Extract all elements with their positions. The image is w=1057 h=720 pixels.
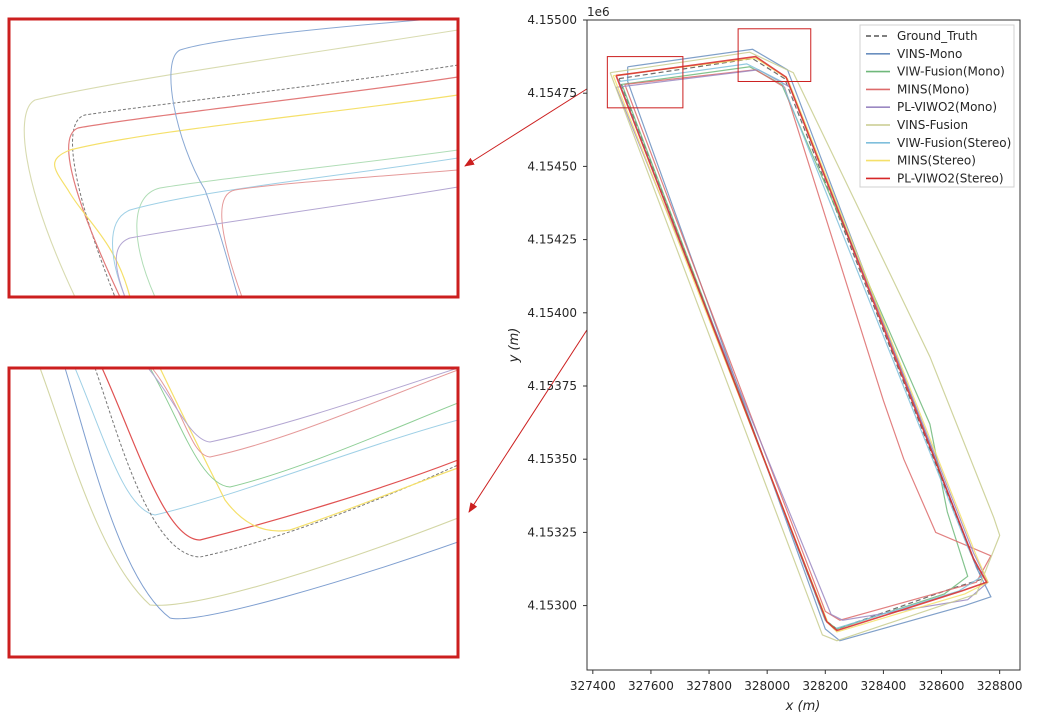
- legend-label-pl-viwo2-mono: PL-VIWO2(Mono): [897, 100, 997, 114]
- zoom-box-layer: [606, 28, 812, 109]
- y-tick-labels: 4.15300 4.15325 4.15350 4.15375 4.15400 4.154…: [527, 13, 587, 613]
- legend-label-ground-truth: Ground_Truth: [897, 29, 978, 43]
- inset1-line-pl-viwo2-mono: [115, 186, 458, 297]
- inset1-line-mins-mono: [221, 169, 458, 297]
- inset2-line-mins-stereo: [159, 368, 458, 532]
- y-tick-label: 4.15475: [527, 86, 577, 100]
- zoom-inset-bottom-left: [7, 366, 460, 659]
- inset2-border: [7, 366, 460, 659]
- inset1-border: [7, 17, 460, 299]
- series-line-vins-mono: [627, 48, 992, 642]
- inset2-line-vins-mono: [64, 368, 458, 620]
- series-line-pl-viwo2-stereo: [615, 55, 988, 632]
- zoom-box-top-left: [606, 56, 684, 109]
- y-tick-label: 4.15300: [527, 599, 577, 613]
- y-tick-label: 4.15500: [527, 13, 577, 27]
- x-tick-label: 328000: [744, 679, 790, 693]
- y-tick-label: 4.15325: [527, 525, 577, 539]
- inset2-line-vins-fusion: [39, 368, 458, 606]
- y-tick-label: 4.15425: [527, 233, 577, 247]
- legend-label-vins-mono: VINS-Mono: [897, 47, 962, 61]
- inset1-line-mins-stereo: [54, 94, 458, 297]
- y-tick-label: 4.15375: [527, 379, 577, 393]
- inset1-line-pl-viwo2-stereo: [68, 76, 458, 297]
- x-tick-label: 328200: [802, 679, 848, 693]
- x-tick-label: 327400: [570, 679, 616, 693]
- inset2-line-pl-viwo2-mono: [147, 368, 458, 443]
- y-tick-label: 4.15450: [527, 159, 577, 173]
- inset2-line-viw-fusion-mono: [149, 368, 458, 488]
- legend-label-mins-mono: MINS(Mono): [897, 82, 970, 96]
- inset1-line-vins-fusion: [23, 29, 458, 297]
- series-line-vins-fusion: [609, 51, 1001, 642]
- legend-label-viw-fusion-mono: VIW-Fusion(Mono): [897, 65, 1005, 79]
- inset1-line-ground-truth: [72, 64, 458, 297]
- inset1-line-viw-fusion-mono: [136, 149, 458, 297]
- x-tick-label: 327600: [628, 679, 674, 693]
- main-plot: 327400 327600 327800 328000 328200 328400 3286…: [507, 5, 1023, 714]
- inset1-lines: [23, 19, 458, 297]
- legend-label-mins-stereo: MINS(Stereo): [897, 154, 976, 168]
- y-tick-label: 4.15400: [527, 306, 577, 320]
- x-tick-label: 328600: [919, 679, 965, 693]
- x-tick-label: 328400: [861, 679, 907, 693]
- y-tick-label: 4.15350: [527, 452, 577, 466]
- legend: Ground_Truth VINS-Mono VIW-Fusion(Mono) MIN…: [859, 24, 1015, 188]
- y-axis-label: y (m): [507, 328, 522, 364]
- zoom-box-top: [737, 28, 812, 82]
- x-tick-label: 327800: [686, 679, 732, 693]
- inset2-line-mins-mono: [151, 368, 458, 458]
- series-layer: [609, 48, 1001, 642]
- inset1-line-viw-fusion-stereo: [112, 157, 458, 297]
- inset2-line-viw-fusion-stereo: [74, 368, 458, 516]
- x-tick-label: 328800: [977, 679, 1023, 693]
- y-offset-label: 1e6: [587, 5, 610, 19]
- legend-label-pl-viwo2-stereo: PL-VIWO2(Stereo): [897, 171, 1004, 185]
- legend-label-vins-fusion: VINS-Fusion: [897, 118, 968, 132]
- zoom-arrow-top: [464, 79, 602, 167]
- inset2-line-ground-truth: [94, 368, 458, 558]
- x-tick-labels: 327400 327600 327800 328000 328200 328400 3286…: [570, 670, 1023, 693]
- x-axis-label: x (m): [785, 699, 821, 714]
- legend-label-viw-fusion-stereo: VIW-Fusion(Stereo): [897, 136, 1011, 150]
- zoom-inset-top-left: [7, 17, 460, 299]
- inset2-lines: [39, 368, 458, 620]
- inset1-line-vins-mono: [170, 19, 421, 297]
- inset2-line-pl-viwo2-stereo: [101, 368, 458, 541]
